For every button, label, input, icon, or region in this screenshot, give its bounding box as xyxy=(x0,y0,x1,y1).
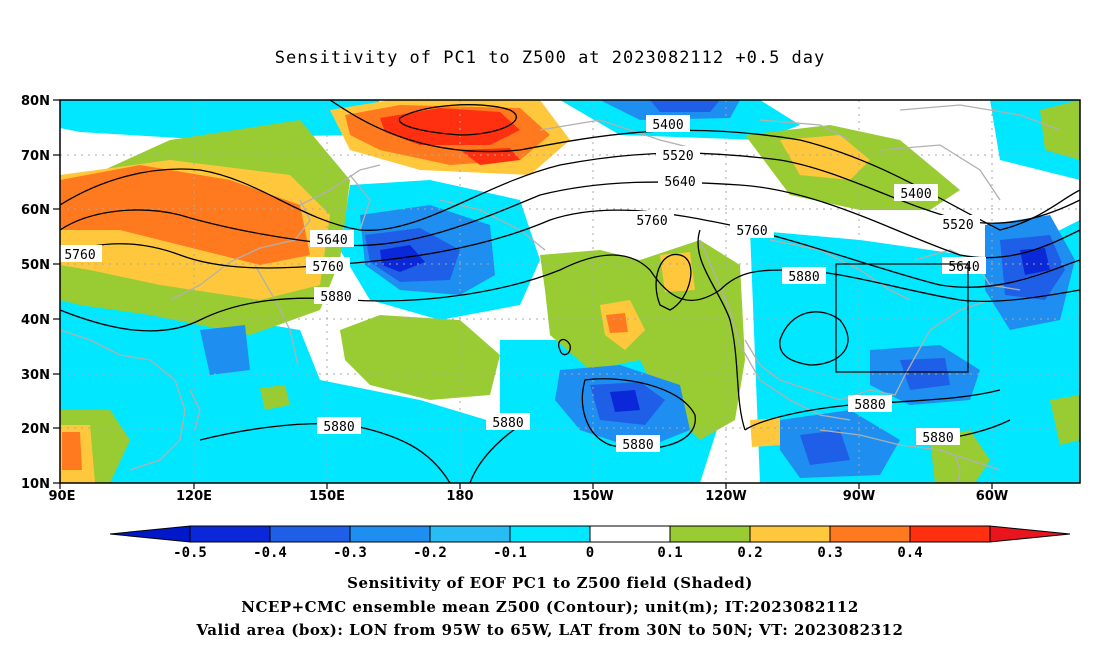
colorbar-swatch xyxy=(269,525,351,543)
contour-label: 5880 xyxy=(922,431,953,446)
contour-label: 5520 xyxy=(942,218,973,233)
lat-tick-label: 70N xyxy=(21,149,50,164)
caption-line-2: NCEP+CMC ensemble mean Z500 (Contour); u… xyxy=(241,598,859,616)
caption-line-3: Valid area (box): LON from 95W to 65W, L… xyxy=(196,621,904,639)
contour-label: 5880 xyxy=(854,398,885,413)
colorbar-swatch xyxy=(429,525,511,543)
contour-label: 5400 xyxy=(900,187,931,202)
contour-label: 5400 xyxy=(652,118,683,133)
colorbar-label: -0.4 xyxy=(253,545,287,561)
gridlines xyxy=(60,100,1080,483)
lon-tick-label: 120W xyxy=(705,489,746,504)
lat-tick-label: 20N xyxy=(21,422,50,437)
contour-label: 5640 xyxy=(316,233,347,248)
contour-label: 5640 xyxy=(664,175,695,190)
colorbar-swatch xyxy=(509,525,591,543)
colorbar-swatch xyxy=(829,525,911,543)
lon-tick-label: 150E xyxy=(309,489,345,504)
lon-tick-label: 120E xyxy=(176,489,212,504)
colorbar-arrow-low xyxy=(109,525,191,543)
colorbar-label: 0.4 xyxy=(897,545,922,561)
colorbar-swatch xyxy=(349,525,431,543)
lon-tick-label: 150W xyxy=(572,489,613,504)
valid-area-box xyxy=(835,263,969,373)
lon-tick-label: 90W xyxy=(843,489,875,504)
contour-label: 5880 xyxy=(492,416,523,431)
colorbar-swatch xyxy=(749,525,831,543)
colorbar-label: -0.5 xyxy=(173,545,207,561)
colorbar-arrow-high xyxy=(989,525,1071,543)
lon-tick-label: 60W xyxy=(976,489,1008,504)
contour-label: 5760 xyxy=(64,248,95,263)
colorbar-swatch xyxy=(189,525,271,543)
contour-label: 5880 xyxy=(622,438,653,453)
lat-tick-label: 50N xyxy=(21,258,50,273)
colorbar-swatch xyxy=(669,525,751,543)
lat-tick-label: 60N xyxy=(21,203,50,218)
colorbar-label: 0.3 xyxy=(817,545,842,561)
map-frame xyxy=(59,99,1081,484)
colorbar-label: 0 xyxy=(586,545,594,561)
lat-tick-label: 10N xyxy=(21,477,50,492)
coastlines xyxy=(60,104,1061,483)
lat-axis: 80N 70N 60N 50N 40N 30N 20N 10N xyxy=(21,94,60,492)
lon-tick-label: 180 xyxy=(446,489,473,504)
contour-label: 5880 xyxy=(323,420,354,435)
contour-label: 5880 xyxy=(320,290,351,305)
lon-tick-label: 90E xyxy=(49,489,76,504)
colorbar: -0.5 -0.4 -0.3 -0.2 -0.1 0 0.1 0.2 0.3 0.4 xyxy=(109,525,1071,561)
contour-label: 5640 xyxy=(948,260,979,275)
colorbar-label: -0.2 xyxy=(413,545,447,561)
colorbar-label: -0.1 xyxy=(493,545,527,561)
colorbar-label: 0.2 xyxy=(737,545,762,561)
contour-label: 5760 xyxy=(312,260,343,275)
caption-line-1: Sensitivity of EOF PC1 to Z500 field (Sh… xyxy=(347,574,753,592)
shaded-field xyxy=(60,100,1080,483)
contour-label: 5520 xyxy=(662,149,693,164)
contour-label: 5760 xyxy=(636,214,667,229)
lat-tick-label: 80N xyxy=(21,94,50,109)
lon-axis: 90E 120E 150E 180 150W 120W 90W 60W xyxy=(49,483,1008,504)
contour-label: 5880 xyxy=(788,270,819,285)
map-title: Sensitivity of PC1 to Z500 at 2023082112… xyxy=(274,48,826,68)
contour-label-group: 5400 5520 5640 5760 5760 5640 5760 5880 … xyxy=(58,115,986,453)
contour-label: 5760 xyxy=(736,224,767,239)
lat-tick-label: 40N xyxy=(21,313,50,328)
colorbar-label: -0.3 xyxy=(333,545,367,561)
colorbar-swatch xyxy=(589,525,671,543)
lat-tick-label: 30N xyxy=(21,368,50,383)
colorbar-swatch xyxy=(909,525,991,543)
colorbar-label: 0.1 xyxy=(657,545,682,561)
